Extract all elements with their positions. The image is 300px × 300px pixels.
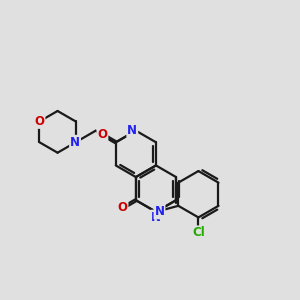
Text: O: O	[118, 202, 128, 214]
Text: Cl: Cl	[192, 226, 205, 239]
Text: N: N	[151, 211, 161, 224]
Text: O: O	[98, 128, 107, 141]
Text: N: N	[154, 205, 164, 218]
Text: N: N	[127, 124, 137, 137]
Text: O: O	[34, 115, 44, 128]
Text: N: N	[70, 136, 80, 149]
